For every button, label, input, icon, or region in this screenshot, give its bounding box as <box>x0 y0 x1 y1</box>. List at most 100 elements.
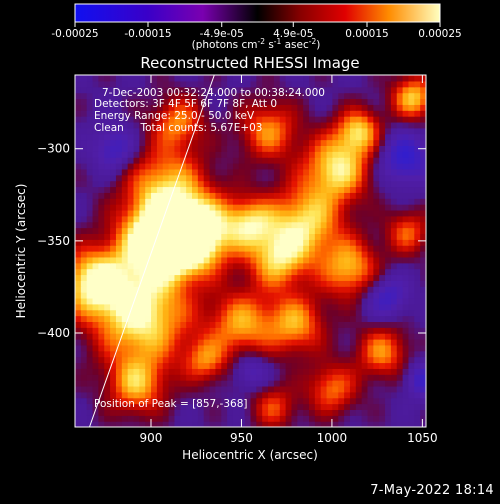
heatmap-cell <box>361 192 369 199</box>
heatmap-cell <box>227 350 234 358</box>
heatmap-cell <box>174 186 181 193</box>
heatmap-cell <box>349 421 357 427</box>
heatmap-cell <box>156 292 164 299</box>
heatmap-cell <box>279 368 287 375</box>
heatmap-cell <box>86 204 94 211</box>
heatmap-cell <box>414 227 421 234</box>
heatmap-cell <box>420 157 426 164</box>
heatmap-cell <box>297 421 304 427</box>
heatmap-cell <box>115 292 123 299</box>
heatmap-cell <box>408 256 415 264</box>
heatmap-cell <box>303 221 310 229</box>
heatmap-cell <box>192 374 199 381</box>
heatmap-cell <box>414 80 421 88</box>
heatmap-cell <box>244 380 252 387</box>
heatmap-cell <box>332 262 339 270</box>
heatmap-cell <box>180 227 187 234</box>
heatmap-cell <box>256 227 263 234</box>
heatmap-cell <box>86 374 94 381</box>
heatmap-cell <box>268 110 275 117</box>
heatmap-cell <box>273 168 281 176</box>
heatmap-cell <box>104 403 111 410</box>
heatmap-cell <box>332 239 339 246</box>
heatmap-cell <box>104 368 111 375</box>
heatmap-cell <box>151 309 158 317</box>
heatmap-cell <box>262 374 269 381</box>
heatmap-cell <box>379 292 386 299</box>
heatmap-cell <box>221 380 228 387</box>
heatmap-cell <box>86 221 94 229</box>
heatmap-cell <box>215 415 222 422</box>
heatmap-cell <box>168 339 176 346</box>
heatmap-cell <box>192 104 199 111</box>
heatmap-cell <box>221 221 228 229</box>
heatmap-cell <box>209 321 216 328</box>
heatmap-cell <box>139 204 146 211</box>
heatmap-cell <box>303 209 310 217</box>
heatmap-cell <box>127 380 135 387</box>
heatmap-cell <box>238 286 246 293</box>
heatmap-cell <box>268 75 275 82</box>
heatmap-cell <box>121 362 129 369</box>
heatmap-cell <box>396 92 404 100</box>
heatmap-cell <box>355 209 363 217</box>
heatmap-cell <box>279 186 287 193</box>
heatmap-cell <box>115 215 123 223</box>
heatmap-cell <box>355 86 363 94</box>
heatmap-cell <box>127 368 135 375</box>
heatmap-cell <box>209 421 216 427</box>
heatmap-cell <box>227 397 234 405</box>
heatmap-cell <box>221 397 228 405</box>
heatmap-cell <box>75 280 82 287</box>
heatmap-cell <box>104 92 111 100</box>
heatmap-cell <box>121 157 129 164</box>
heatmap-cell <box>186 116 193 123</box>
heatmap-cell <box>192 245 199 252</box>
heatmap-cell <box>203 80 211 88</box>
heatmap-cell <box>174 403 181 410</box>
heatmap-cell <box>309 333 316 340</box>
heatmap-cell <box>209 174 216 182</box>
heatmap-cell <box>75 86 82 94</box>
heatmap-cell <box>232 116 240 123</box>
heatmap-cell <box>180 286 187 293</box>
heatmap-cell <box>180 104 187 111</box>
heatmap-cell <box>326 333 333 340</box>
heatmap-cell <box>349 374 357 381</box>
heatmap-cell <box>75 116 82 123</box>
heatmap-cell <box>303 133 310 141</box>
heatmap-cell <box>385 286 392 293</box>
heatmap-cell <box>151 303 158 311</box>
heatmap-cell <box>92 133 99 141</box>
heatmap-cell <box>291 180 298 188</box>
heatmap-cell <box>110 397 117 405</box>
heatmap-cell <box>309 409 316 416</box>
heatmap-cell <box>86 127 94 135</box>
heatmap-cell <box>309 86 316 94</box>
heatmap-cell <box>127 174 135 182</box>
heatmap-cell <box>250 121 257 129</box>
heatmap-cell <box>227 186 234 193</box>
heatmap-cell <box>314 409 322 416</box>
heatmap-cell <box>151 174 158 182</box>
heatmap-cell <box>303 80 310 88</box>
heatmap-cell <box>110 380 117 387</box>
heatmap-cell <box>162 286 170 293</box>
heatmap-cell <box>133 421 140 427</box>
heatmap-cell <box>209 180 216 188</box>
heatmap-cell <box>338 92 345 100</box>
heatmap-cell <box>168 233 176 240</box>
heatmap-cell <box>268 163 275 170</box>
heatmap-cell <box>162 174 170 182</box>
heatmap-cell <box>156 209 164 217</box>
heatmap-cell <box>92 362 99 369</box>
heatmap-cell <box>390 157 398 164</box>
heatmap-cell <box>162 333 170 340</box>
heatmap-cell <box>256 221 263 229</box>
heatmap-cell <box>396 80 404 88</box>
heatmap-cell <box>355 374 363 381</box>
heatmap-cell <box>186 157 193 164</box>
heatmap-cell <box>174 292 181 299</box>
heatmap-cell <box>127 139 135 146</box>
heatmap-cell <box>174 409 181 416</box>
